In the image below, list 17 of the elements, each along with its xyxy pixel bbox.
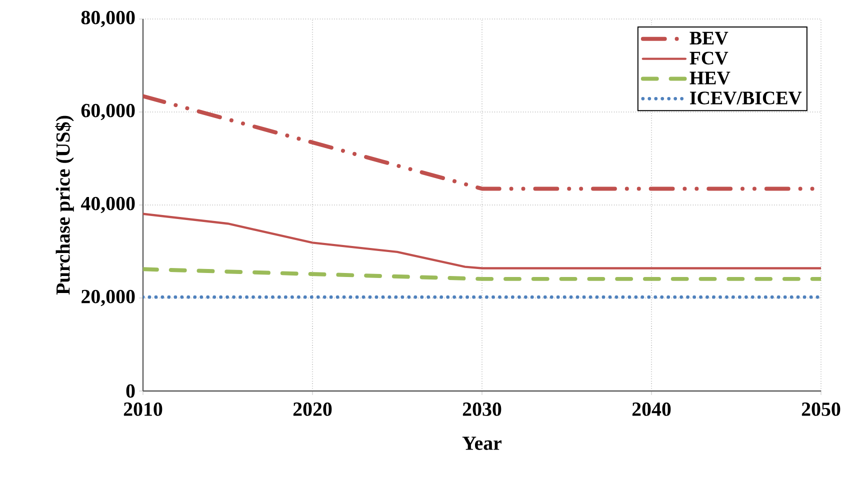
line-series	[143, 212, 822, 270]
y-axis-title: Purchase price (US$)	[55, 116, 74, 295]
y-tick-label: 80,000	[81, 10, 135, 28]
legend-label: ICEV/BICEV	[690, 92, 802, 104]
legend-label: HEV	[690, 72, 730, 84]
legend-label: BEV	[690, 32, 728, 45]
y-tick-label: 0	[126, 384, 135, 398]
x-tick-label: 2020	[293, 402, 332, 416]
legend-label: FCV	[690, 52, 728, 65]
y-tick-label: 20,000	[82, 290, 135, 306]
x-tick-label: 2040	[632, 402, 671, 416]
y-tick-label: 40,000	[80, 196, 135, 214]
x-tick-label: 2030	[462, 402, 502, 416]
x-axis-title: Year	[462, 436, 502, 450]
x-tick-label: 2010	[124, 402, 162, 416]
x-tick-label: 2050	[802, 402, 840, 416]
y-tick-label: 60,000	[81, 104, 135, 120]
